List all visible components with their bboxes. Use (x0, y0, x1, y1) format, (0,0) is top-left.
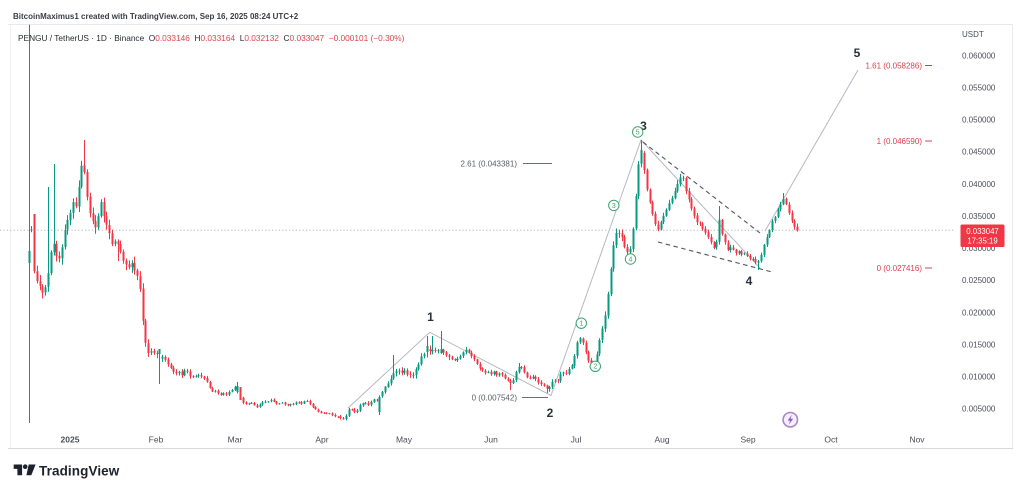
svg-text:1.61 (0.058286): 1.61 (0.058286) (866, 62, 923, 71)
svg-text:0.055000: 0.055000 (962, 83, 996, 92)
svg-text:0.025000: 0.025000 (962, 276, 996, 285)
svg-text:3: 3 (640, 119, 647, 133)
svg-text:USDT: USDT (962, 30, 984, 39)
svg-text:Mar: Mar (228, 435, 243, 445)
svg-text:1: 1 (427, 310, 434, 324)
svg-text:May: May (396, 435, 413, 445)
svg-text:Jul: Jul (571, 435, 582, 445)
svg-text:0.033047: 0.033047 (966, 227, 999, 236)
svg-text:0.015000: 0.015000 (962, 340, 996, 349)
svg-text:TradingView: TradingView (39, 464, 120, 479)
svg-text:Feb: Feb (149, 435, 164, 445)
svg-text:1 (0.046590): 1 (0.046590) (877, 137, 923, 146)
svg-text:2025: 2025 (61, 435, 80, 445)
svg-text:Nov: Nov (909, 435, 925, 445)
svg-text:4: 4 (629, 256, 633, 263)
svg-text:17:35:19: 17:35:19 (967, 237, 997, 246)
svg-text:Apr: Apr (315, 435, 328, 445)
svg-text:0.005000: 0.005000 (962, 405, 996, 414)
svg-text:2: 2 (547, 406, 554, 420)
svg-text:0.010000: 0.010000 (962, 373, 996, 382)
svg-text:2.61 (0.043381): 2.61 (0.043381) (461, 160, 518, 169)
svg-text:Oct: Oct (824, 435, 838, 445)
svg-text:Aug: Aug (654, 435, 669, 445)
svg-text:0 (0.027416): 0 (0.027416) (877, 264, 923, 273)
svg-text:3: 3 (612, 203, 616, 210)
svg-text:0 (0.007542): 0 (0.007542) (472, 394, 518, 403)
svg-text:Jun: Jun (484, 435, 498, 445)
svg-text:1: 1 (579, 321, 583, 328)
svg-text:0.050000: 0.050000 (962, 116, 996, 125)
svg-text:Sep: Sep (740, 435, 755, 445)
svg-text:0.060000: 0.060000 (962, 51, 996, 60)
svg-text:0.035000: 0.035000 (962, 212, 996, 221)
svg-text:5: 5 (854, 46, 861, 60)
svg-text:2: 2 (593, 364, 597, 371)
svg-text:0.030000: 0.030000 (962, 244, 996, 253)
svg-text:0.045000: 0.045000 (962, 148, 996, 157)
svg-text:5: 5 (636, 129, 640, 136)
svg-text:0.040000: 0.040000 (962, 180, 996, 189)
svg-text:4: 4 (746, 274, 753, 288)
svg-text:0.020000: 0.020000 (962, 308, 996, 317)
